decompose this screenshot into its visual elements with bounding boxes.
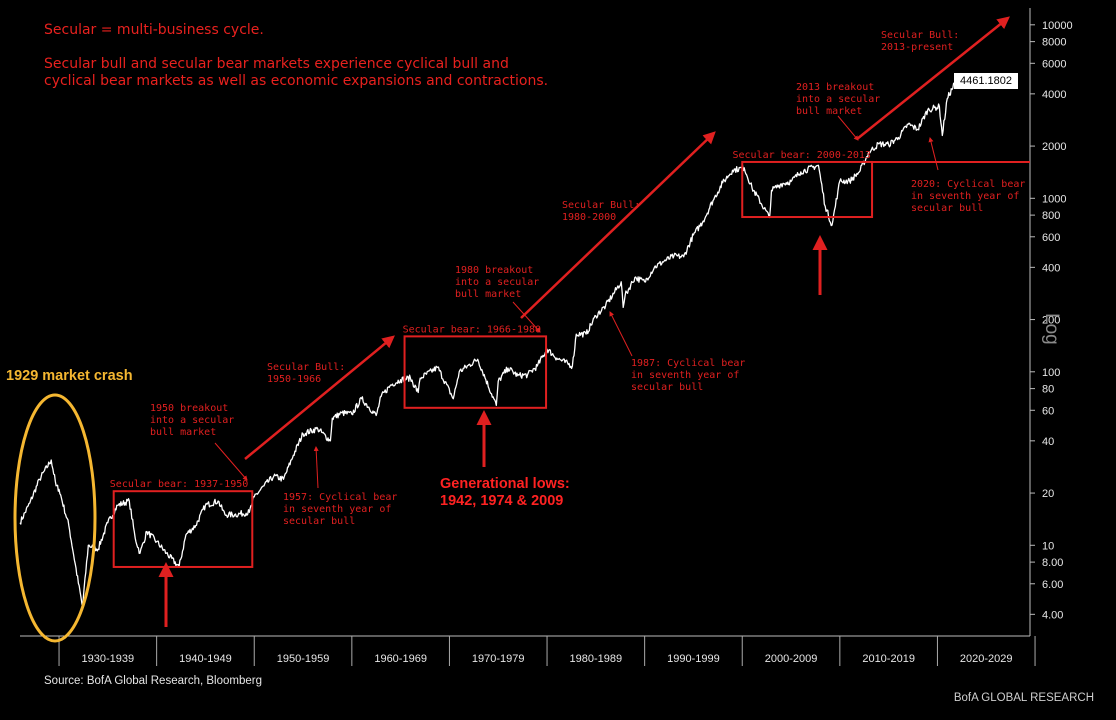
breakout-1950-label-line: into a secular bbox=[150, 415, 234, 426]
breakout-1980-label-line: into a secular bbox=[455, 277, 539, 288]
secular-bull-1980-arrow bbox=[520, 131, 716, 319]
y-tick-label: 600 bbox=[1042, 232, 1060, 244]
annotation-overlays: Secular bear: 1937-1950 Secular bear: 196… bbox=[13, 16, 1030, 643]
x-tick-label: 1990-1999 bbox=[667, 653, 720, 665]
breakout-2013-label-line: into a secular bbox=[796, 94, 880, 105]
bull-2013-label-line: 2013-present bbox=[881, 42, 953, 53]
brand-footer: BofA GLOBAL RESEARCH bbox=[953, 692, 1094, 704]
breakout-1950-pointer bbox=[214, 442, 248, 481]
y-tick-label: 4000 bbox=[1042, 89, 1066, 101]
bull-1950-label-line: Secular Bull: bbox=[267, 362, 345, 373]
y-tick-label: 1000 bbox=[1042, 193, 1066, 205]
y-tick-label: 20 bbox=[1042, 488, 1054, 500]
x-tick-label: 2000-2009 bbox=[765, 653, 818, 665]
y-tick-label: 8000 bbox=[1042, 37, 1066, 49]
y-tick-label: 6.00 bbox=[1042, 579, 1063, 591]
y-tick-label: 2000 bbox=[1042, 141, 1066, 153]
generational-lows-label: Generational lows: 1942, 1974 & 2009 bbox=[440, 476, 570, 509]
y-tick-label: 60 bbox=[1042, 405, 1054, 417]
bull-1980-label-line: 1980-2000 bbox=[562, 212, 616, 223]
x-tick-label: 1950-1959 bbox=[277, 653, 330, 665]
y-tick-label: 4.00 bbox=[1042, 609, 1063, 621]
cyclical-1987-pointer bbox=[609, 311, 633, 357]
x-tick-label: 1940-1949 bbox=[179, 653, 232, 665]
breakout-1980-pointer bbox=[512, 301, 541, 333]
cyclical-2020-label-line: 2020: Cyclical bear bbox=[911, 179, 1025, 190]
cyclical-1987-label-line: in seventh year of bbox=[631, 370, 739, 381]
bull-1980-label-line: Secular Bull: bbox=[562, 200, 640, 211]
breakout-2013-label-line: 2013 breakout bbox=[796, 82, 874, 93]
cyclical-1957-label-line: 1957: Cyclical bear bbox=[283, 492, 397, 503]
cyclical-2020-label-line: in seventh year of bbox=[911, 191, 1019, 202]
secular-bear-2000-label: Secular bear: 2000-2013 bbox=[732, 150, 870, 161]
y-tick-label: 40 bbox=[1042, 436, 1054, 448]
series-group bbox=[19, 79, 965, 608]
y-tick-label: 10000 bbox=[1042, 20, 1073, 32]
cyclical-2020-label-line: secular bull bbox=[911, 203, 983, 214]
x-tick-label: 1960-1969 bbox=[374, 653, 427, 665]
y-tick-label: 6000 bbox=[1042, 58, 1066, 70]
x-tick-label: 1970-1979 bbox=[472, 653, 525, 665]
last-value-badge: 4461.1802 bbox=[954, 73, 1018, 89]
secular-bear-1937-label: Secular bear: 1937-1950 bbox=[110, 479, 248, 490]
y-tick-label: 400 bbox=[1042, 262, 1060, 274]
cyclical-1987-label-line: secular bull bbox=[631, 382, 703, 393]
crash-ellipse bbox=[13, 393, 97, 643]
breakout-2013-label-line: bull market bbox=[796, 106, 862, 117]
cyclical-1987-label-line: 1987: Cyclical bear bbox=[631, 358, 745, 369]
description-line-2: cyclical bear markets as well as economi… bbox=[44, 73, 549, 89]
secular-bear-box-1966 bbox=[403, 335, 548, 409]
cyclical-1957-label-line: secular bull bbox=[283, 516, 355, 527]
x-tick-label: 2010-2019 bbox=[862, 653, 915, 665]
secular-bear-1966-label: Secular bear: 1966-1980 bbox=[403, 324, 541, 335]
secular-bear-box-2000 bbox=[741, 160, 874, 219]
cyclical-2020-pointer bbox=[928, 137, 939, 171]
secular-bear-box-1937 bbox=[112, 490, 254, 568]
breakout-1950-label-line: 1950 breakout bbox=[150, 403, 228, 414]
secular-bull-2013-arrow bbox=[856, 16, 1010, 140]
crash-label: 1929 market crash bbox=[6, 368, 133, 384]
bull-2013-label-line: Secular Bull: bbox=[881, 30, 959, 41]
secular-definition: Secular = multi-business cycle. bbox=[44, 22, 264, 38]
y-tick-label: 10 bbox=[1042, 540, 1054, 552]
x-tick-label: 1980-1989 bbox=[570, 653, 623, 665]
breakout-1950-label-line: bull market bbox=[150, 427, 216, 438]
y-tick-label: 200 bbox=[1042, 315, 1060, 327]
x-tick-label: 2020-2029 bbox=[960, 653, 1013, 665]
breakout-1980-label-line: bull market bbox=[455, 289, 521, 300]
chart-axes: 4.00 6.00 8.00 10 20 40 60 80 100 200 400 600 800 100… bbox=[20, 8, 1073, 666]
description-line-1: Secular bull and secular bear markets ex… bbox=[44, 56, 509, 72]
price-series-line bbox=[19, 79, 965, 608]
breakout-1980-label-line: 1980 breakout bbox=[455, 265, 533, 276]
cyclical-1957-pointer bbox=[313, 446, 319, 489]
log-scale-label: Log bbox=[1041, 313, 1062, 345]
y-tick-label: 8.00 bbox=[1042, 557, 1063, 569]
chart-header: Secular = multi-business cycle. Secular … bbox=[44, 22, 548, 90]
bull-1950-label-line: 1950-1966 bbox=[267, 374, 321, 385]
source-note: Source: BofA Global Research, Bloomberg bbox=[44, 675, 262, 687]
cyclical-1957-label-line: in seventh year of bbox=[283, 504, 391, 515]
y-tick-label: 100 bbox=[1042, 367, 1060, 379]
secular-bull-1950-arrow bbox=[244, 335, 395, 460]
y-tick-label: 80 bbox=[1042, 384, 1054, 396]
breakout-2013-pointer bbox=[837, 115, 859, 141]
y-tick-label: 800 bbox=[1042, 210, 1060, 222]
x-tick-label: 1930-1939 bbox=[82, 653, 135, 665]
